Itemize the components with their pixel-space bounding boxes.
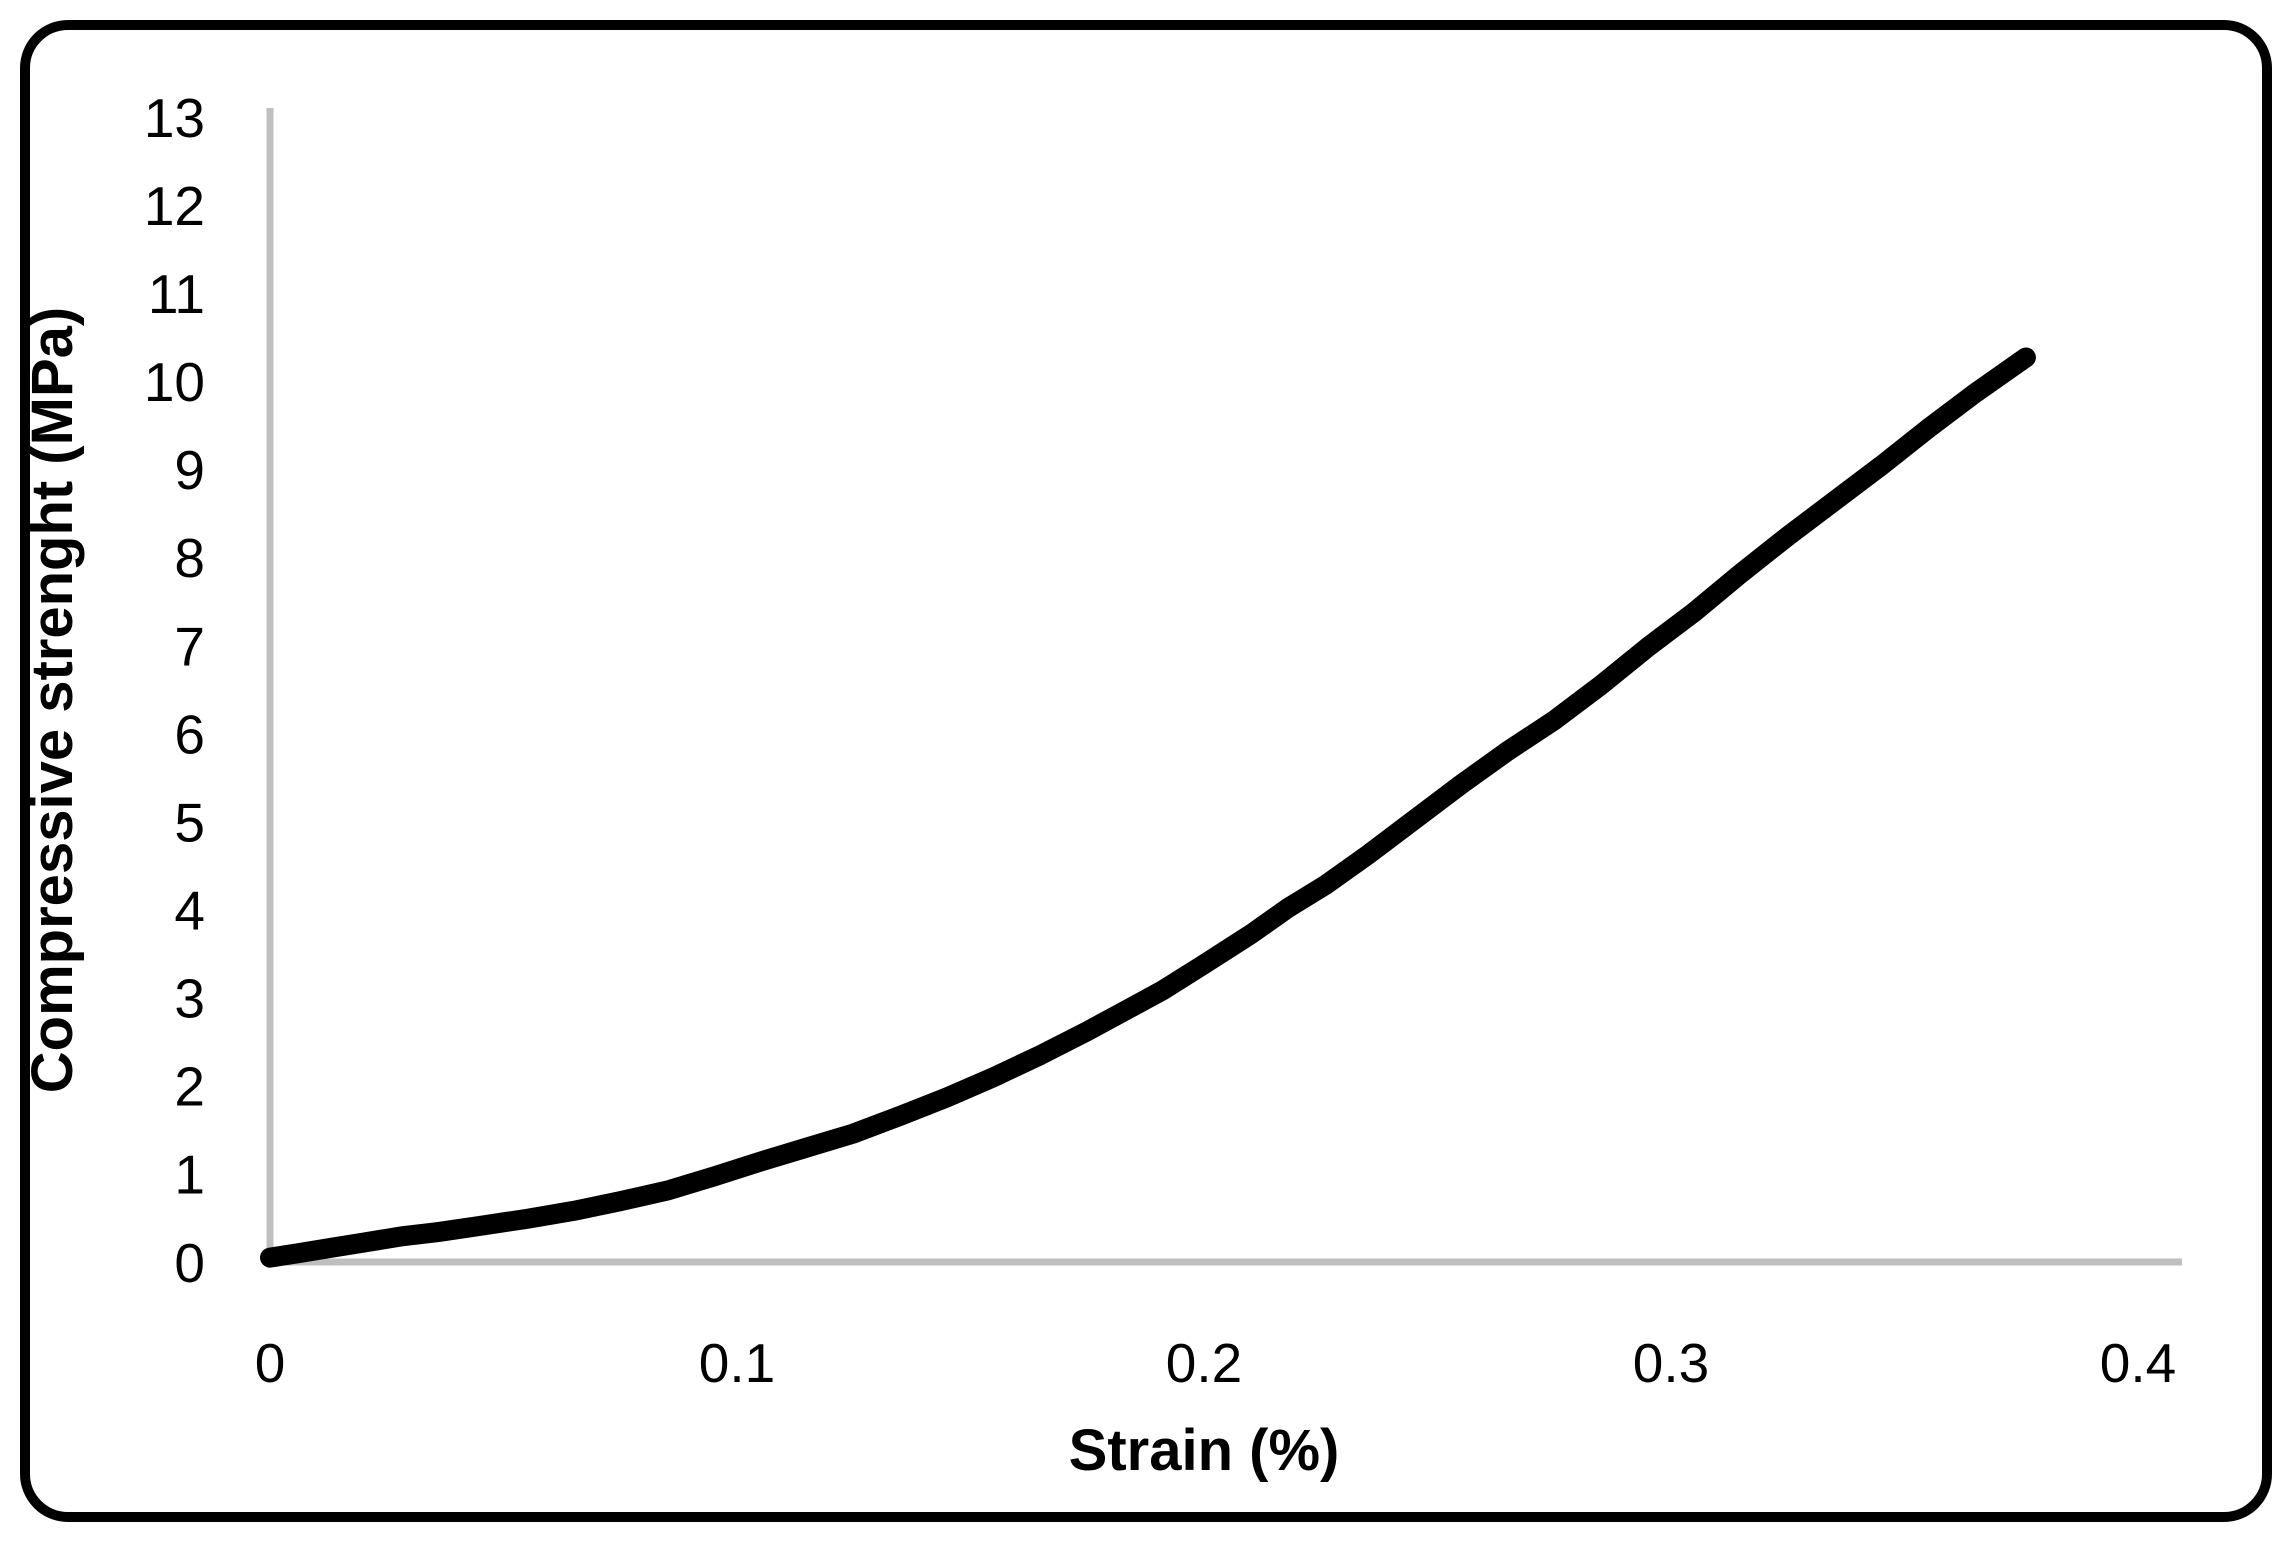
y-axis-title: Compressive strenght (MPa) [20, 307, 85, 1093]
x-tick-label: 0.3 [1633, 1332, 1709, 1394]
y-tick-label: 5 [174, 791, 205, 853]
x-tick-label: 0.1 [699, 1332, 775, 1394]
y-tick-label: 9 [174, 439, 205, 501]
y-tick-label: 7 [174, 615, 205, 677]
data-curve [260, 347, 2036, 1268]
x-tick-label: 0.4 [2100, 1332, 2176, 1394]
y-tick-label: 6 [174, 703, 205, 765]
x-axis-title: Strain (%) [1069, 1418, 1340, 1483]
y-tick-label: 13 [144, 87, 205, 149]
y-tick-label: 11 [148, 263, 205, 325]
y-tick-label: 8 [174, 527, 205, 589]
y-tick-label: 12 [144, 175, 205, 237]
x-tick-label: 0.2 [1166, 1332, 1242, 1394]
y-tick-label: 10 [144, 351, 205, 413]
x-tick-labels: 0 0.1 0.2 0.3 0.4 [255, 1332, 2177, 1394]
y-tick-label: 4 [174, 879, 205, 941]
x-tick-label: 0 [255, 1332, 286, 1394]
y-tick-label: 1 [174, 1144, 205, 1206]
y-tick-label: 2 [174, 1056, 205, 1118]
y-tick-label: 0 [174, 1232, 205, 1294]
y-tick-label: 3 [174, 968, 205, 1030]
